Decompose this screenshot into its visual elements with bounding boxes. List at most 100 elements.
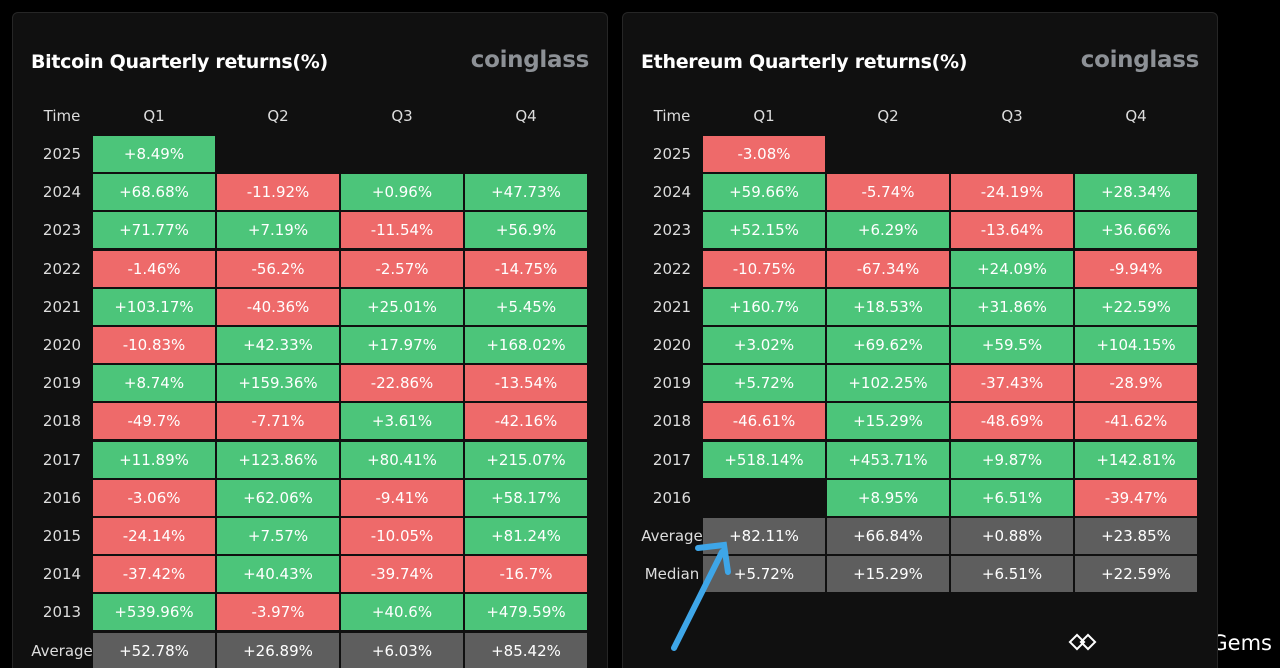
brand-logo: coinglass [1080, 47, 1200, 73]
return-cell: -41.62% [1075, 403, 1197, 440]
return-cell: +82.11% [703, 518, 825, 554]
return-cell: -56.2% [217, 250, 339, 287]
row-label: 2017 [42, 450, 82, 469]
column-header: Q4 [1125, 106, 1147, 125]
return-cell: +15.29% [827, 556, 949, 593]
return-cell: -3.97% [217, 594, 339, 631]
return-cell: -3.08% [703, 136, 825, 172]
return-cell: +56.9% [465, 212, 587, 249]
return-cell: +66.84% [827, 518, 949, 554]
brand-logo: coinglass [470, 47, 590, 73]
return-cell: +6.03% [341, 632, 463, 668]
return-cell: +215.07% [465, 441, 587, 478]
return-cell: -1.46% [93, 250, 215, 287]
return-cell: -48.69% [951, 403, 1073, 440]
return-cell: -13.54% [465, 365, 587, 402]
panel-title: Ethereum Quarterly returns(%) [641, 51, 968, 73]
column-header: Q4 [515, 106, 537, 125]
return-cell: -37.43% [951, 365, 1073, 402]
row-label: 2025 [652, 145, 692, 163]
return-cell: -40.36% [217, 288, 339, 325]
column-header: Q1 [753, 106, 775, 125]
table-panel: Ethereum Quarterly returns(%) coinglass Ti… [622, 12, 1218, 668]
return-cell: +518.14% [703, 441, 825, 478]
row-label: 2020 [42, 336, 82, 354]
return-cell: -37.42% [93, 556, 215, 593]
row-label: 2018 [42, 412, 82, 431]
column-header: Q2 [267, 106, 289, 125]
return-cell: +69.62% [827, 327, 949, 363]
return-cell: +7.57% [217, 518, 339, 554]
return-cell: -5.74% [827, 174, 949, 211]
column-header: Q3 [1001, 106, 1023, 125]
return-cell: +40.6% [341, 594, 463, 631]
return-cell: -2.57% [341, 250, 463, 287]
return-cell: -10.75% [703, 250, 825, 287]
row-label: Median [644, 565, 700, 584]
return-cell: +25.01% [341, 288, 463, 325]
return-cell: +58.17% [465, 479, 587, 516]
return-cell: -9.41% [341, 479, 463, 516]
return-cell: -7.71% [217, 403, 339, 440]
column-header: Time [653, 106, 691, 125]
row-label: 2022 [42, 259, 82, 278]
return-cell: +103.17% [93, 288, 215, 325]
row-label: 2022 [652, 259, 692, 278]
return-cell: +9.87% [951, 441, 1073, 478]
return-cell: -24.14% [93, 518, 215, 554]
return-cell: +59.5% [951, 327, 1073, 363]
row-label: Average [31, 641, 93, 660]
return-cell: -24.19% [951, 174, 1073, 211]
return-cell: +22.59% [1075, 288, 1197, 325]
return-cell: -49.7% [93, 403, 215, 440]
return-cell: +23.85% [1075, 518, 1197, 554]
return-cell: +85.42% [465, 632, 587, 668]
row-label: 2021 [652, 297, 692, 316]
return-cell: +22.59% [1075, 556, 1197, 593]
row-label: 2019 [652, 374, 692, 393]
return-cell: +31.86% [951, 288, 1073, 325]
return-cell: +6.51% [951, 556, 1073, 593]
return-cell: -28.9% [1075, 365, 1197, 402]
return-cell: +123.86% [217, 441, 339, 478]
return-cell: +36.66% [1075, 212, 1197, 249]
row-label: 2018 [652, 412, 692, 431]
return-cell: +142.81% [1075, 441, 1197, 478]
row-label: 2023 [42, 221, 82, 240]
return-cell: +6.29% [827, 212, 949, 249]
return-cell: -46.61% [703, 403, 825, 440]
return-cell: +104.15% [1075, 327, 1197, 363]
return-cell: +6.51% [951, 479, 1073, 516]
return-cell: +71.77% [93, 212, 215, 249]
return-cell: -14.75% [465, 250, 587, 287]
row-label: 2024 [42, 183, 82, 202]
table-panel: Bitcoin Quarterly returns(%) coinglass Tim… [12, 12, 608, 668]
return-cell: +62.06% [217, 479, 339, 516]
row-label: 2016 [652, 488, 692, 507]
return-cell: +539.96% [93, 594, 215, 631]
return-cell: +42.33% [217, 327, 339, 363]
return-cell: +68.68% [93, 174, 215, 211]
return-cell: -13.64% [951, 212, 1073, 249]
return-cell: +52.78% [93, 632, 215, 668]
return-cell: +26.89% [217, 632, 339, 668]
return-cell: +102.25% [827, 365, 949, 402]
row-label: 2014 [42, 565, 82, 584]
return-cell: -11.92% [217, 174, 339, 211]
row-label: 2020 [652, 336, 692, 354]
return-cell: +3.02% [703, 327, 825, 363]
return-cell: +5.45% [465, 288, 587, 325]
row-label: 2024 [652, 183, 692, 202]
return-cell: +59.66% [703, 174, 825, 211]
return-cell: +7.19% [217, 212, 339, 249]
return-cell: +40.43% [217, 556, 339, 593]
row-label: 2013 [42, 603, 82, 622]
row-label: 2025 [42, 145, 82, 163]
return-cell: +15.29% [827, 403, 949, 440]
return-cell: +17.97% [341, 327, 463, 363]
return-cell: +47.73% [465, 174, 587, 211]
return-cell: +8.74% [93, 365, 215, 402]
return-cell: +0.88% [951, 518, 1073, 554]
column-header: Q2 [877, 106, 899, 125]
